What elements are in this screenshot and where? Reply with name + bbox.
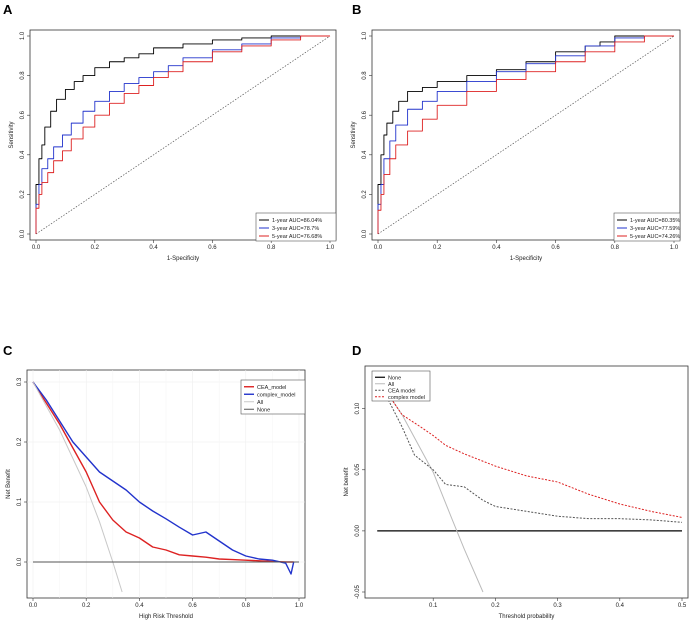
x-tick-label: 1.0	[326, 245, 335, 251]
y-tick-label: 0.3	[17, 377, 23, 386]
legend-label: None	[388, 375, 401, 381]
series-line-complex-model	[32, 381, 295, 575]
legend-label: 5-year AUC=74.26%	[630, 234, 680, 240]
plot-frame	[371, 29, 681, 241]
y-tick-label: 0.2	[20, 190, 26, 199]
y-axis-label: Sensitivity	[351, 121, 357, 148]
x-tick-label: 0.0	[374, 245, 383, 251]
x-tick-label: 0.4	[135, 603, 144, 609]
y-tick-label: 1.0	[362, 31, 368, 40]
y-axis-label: Net Benefit	[6, 469, 12, 499]
legend-label: All	[388, 382, 394, 388]
x-tick-label: 0.4	[616, 603, 625, 609]
series-line-cea-model	[376, 377, 683, 523]
x-tick-label: 0.0	[32, 245, 41, 251]
x-tick-label: 0.2	[91, 245, 100, 251]
panel-letter-c: C	[3, 343, 13, 358]
y-tick-label: 0.6	[362, 110, 368, 119]
y-tick-label: 0.05	[355, 463, 361, 475]
x-tick-label: 0.0	[29, 603, 38, 609]
x-tick-label: 0.2	[491, 603, 500, 609]
plot-frame	[364, 365, 689, 599]
y-tick-label: 0.8	[362, 71, 368, 80]
series-line-5-year-auc-74-26-	[377, 35, 674, 234]
x-tick-label: 0.2	[433, 245, 442, 251]
panel-letter-d: D	[352, 343, 361, 358]
panel-letter-b: B	[352, 2, 361, 17]
x-axis-label: High Risk Threshold	[139, 614, 193, 620]
y-tick-label: 0.0	[17, 557, 23, 566]
x-tick-label: 0.4	[149, 245, 158, 251]
series-line-3-year-auc-77-59-	[377, 35, 674, 234]
y-axis-label: Net benefit	[344, 467, 350, 496]
y-tick-label: 1.0	[20, 31, 26, 40]
x-tick-label: 0.3	[553, 603, 562, 609]
y-tick-label: 0.0	[362, 229, 368, 238]
y-tick-label: 0.2	[362, 190, 368, 199]
y-tick-label: 0.1	[17, 497, 23, 506]
x-axis-label: Threshold probability	[499, 614, 555, 620]
series-line-1-year-auc-86-04-	[35, 35, 330, 234]
y-tick-label: 0.6	[20, 110, 26, 119]
y-tick-label: 0.0	[20, 229, 26, 238]
legend-label: 5-year AUC=76.68%	[272, 234, 322, 240]
x-tick-label: 0.8	[611, 245, 620, 251]
legend-label: 3-year AUC=77.59%	[630, 226, 680, 232]
series-line-3-year-auc-78-7-	[35, 35, 330, 234]
x-tick-label: 0.8	[242, 603, 251, 609]
legend-label: All	[257, 400, 263, 406]
plot-frame	[29, 29, 337, 241]
x-tick-label: 0.5	[678, 603, 687, 609]
decision-curve-chart-c: 0.0 0.2 0.4 0.6 0.8 1.0 0.0 0.1 0.2 0.3 High Risk …	[6, 369, 306, 620]
y-tick-label: 0.10	[355, 402, 361, 414]
legend-label: 1-year AUC=80.35%	[630, 218, 680, 224]
x-tick-label: 0.1	[429, 603, 438, 609]
x-axis-label: 1-Specificity	[167, 256, 199, 262]
series-line-cea-model	[32, 381, 294, 563]
legend-box	[255, 212, 337, 242]
reference-diagonal-line	[377, 35, 675, 235]
legend-box	[371, 370, 431, 402]
y-tick-label: 0.2	[17, 437, 23, 446]
y-tick-label: -0.05	[355, 585, 361, 599]
legend-label: CEA model	[388, 388, 416, 394]
legend-label: None	[257, 407, 270, 413]
x-tick-label: 0.4	[492, 245, 501, 251]
y-tick-label: 0.00	[355, 524, 361, 536]
x-tick-label: 0.8	[267, 245, 276, 251]
legend-label: complex model	[388, 395, 425, 401]
series-line-5-year-auc-76-68-	[35, 35, 330, 234]
series-line-all	[32, 381, 123, 593]
roc-chart-b: 0.0 0.2 0.4 0.6 0.8 1.0 0.0 0.2 0.4 0.6 0.8 1.0 1-Sp…	[351, 29, 681, 262]
panel-letter-a: A	[3, 2, 13, 17]
legend-box	[240, 379, 306, 415]
x-tick-label: 0.6	[551, 245, 560, 251]
y-tick-label: 0.8	[20, 71, 26, 80]
x-axis-label: 1-Specificity	[510, 256, 542, 262]
decision-curve-chart-d: 0.1 0.2 0.3 0.4 0.5 -0.05 0.00 0.05 0.10 Threshol…	[344, 365, 689, 620]
y-tick-label: 0.4	[20, 150, 26, 159]
legend-label: complex_model	[257, 392, 296, 398]
reference-diagonal-line	[35, 35, 331, 235]
x-tick-label: 1.0	[670, 245, 679, 251]
legend-label: 1-year AUC=86.04%	[272, 218, 322, 224]
roc-chart-a: 0.0 0.2 0.4 0.6 0.8 1.0 0.0 0.2 0.4 0.6 0.8 1.0 1-Sp…	[9, 29, 337, 262]
x-tick-label: 0.6	[188, 603, 197, 609]
y-axis-label: Sensitivity	[9, 121, 15, 148]
x-tick-label: 1.0	[295, 603, 304, 609]
x-tick-label: 0.2	[82, 603, 91, 609]
x-tick-label: 0.6	[208, 245, 217, 251]
series-line-complex-model	[376, 377, 683, 518]
legend-label: CEA_model	[257, 385, 286, 391]
y-tick-label: 0.4	[362, 150, 368, 159]
legend-label: 3-year AUC=78.7%	[272, 226, 319, 232]
